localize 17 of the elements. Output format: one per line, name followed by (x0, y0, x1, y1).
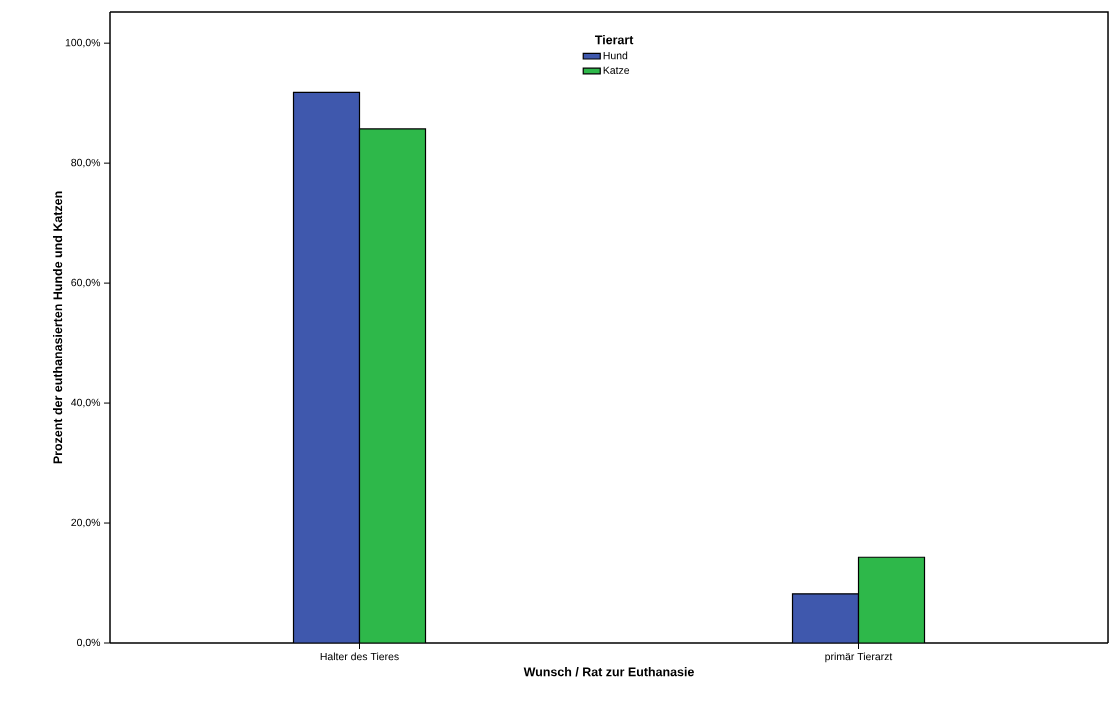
y-tick-label: 60,0% (71, 278, 101, 288)
y-axis-title: Prozent der euthanasierten Hunde und Katzen (53, 191, 63, 464)
y-tick-label: 80,0% (71, 158, 101, 168)
legend-label: Katze (603, 66, 630, 74)
y-tick-label: 100,0% (65, 38, 101, 48)
y-tick-label: 40,0% (71, 398, 101, 408)
y-tick-label: 20,0% (71, 518, 101, 528)
x-axis-title: Wunsch / Rat zur Euthanasie (523, 667, 694, 677)
legend-title: Tierart (594, 35, 634, 45)
bar (857, 556, 926, 643)
y-tick-label: 0,0% (77, 638, 101, 648)
x-tick-label: Halter des Tieres (320, 652, 399, 661)
x-tick-label: primär Tierarzt (825, 652, 893, 663)
bar (292, 91, 361, 643)
bar (791, 593, 860, 643)
legend-label: Hund (603, 51, 628, 60)
bar (358, 128, 427, 643)
